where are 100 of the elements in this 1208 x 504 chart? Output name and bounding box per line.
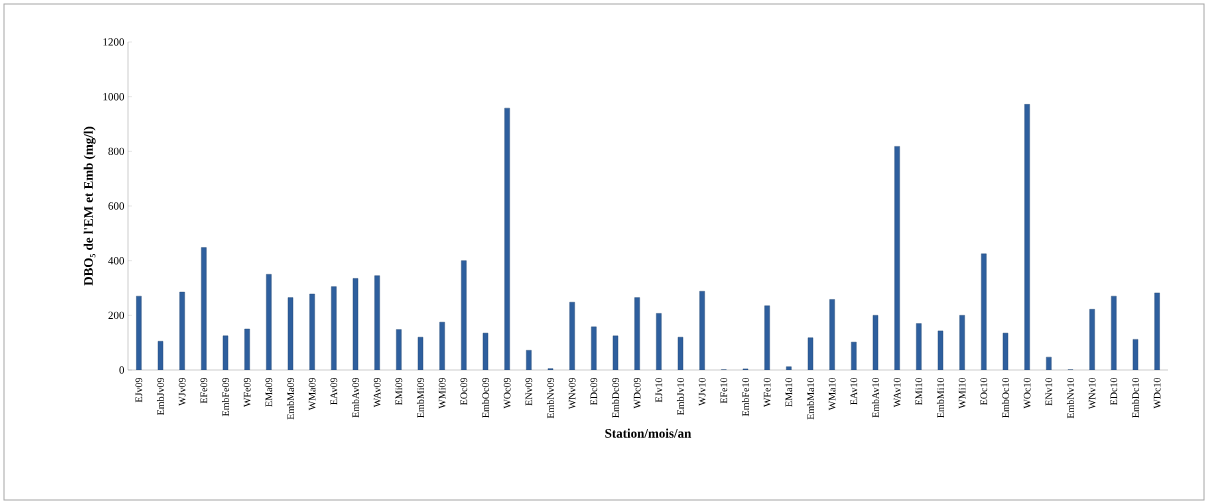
x-tick-label: WDc09 [633,377,641,409]
x-tick-label: EmbDc09 [611,377,619,418]
x-tick-label: WMi09 [438,377,446,409]
bar [374,275,380,370]
x-tick-label: EFe09 [200,377,208,404]
y-tick-label: 1000 [103,92,125,101]
bar [851,341,857,370]
y-tick-label: 600 [108,202,125,210]
bar [201,247,207,370]
x-tick-label: EmbMi10 [936,377,944,418]
x-tick-label: EMi09 [395,377,403,406]
bar [764,305,770,370]
bar [916,323,922,370]
bar [569,302,575,370]
bar [1089,309,1095,370]
bar [1132,339,1139,370]
x-tick-label: EmbMa10 [806,377,814,420]
x-axis-title: Station/mois/an [605,428,692,438]
x-tick-label: WFe09 [243,377,251,407]
x-tick-label: EMa09 [265,377,273,407]
bar [937,330,944,370]
x-tick-label: WMi10 [958,377,966,409]
x-tick-label: EmbOc10 [1001,377,1009,418]
x-tick-label: WJv09 [178,377,186,406]
bar [136,296,142,370]
bar [482,332,489,370]
bar [634,297,640,370]
bar [677,337,684,370]
bar [1111,296,1117,370]
x-tick-label: EMa10 [785,377,793,407]
x-tick-label: EDc09 [590,377,598,406]
y-tick-label: 800 [108,147,125,156]
x-tick-label: EDc10 [1110,377,1118,406]
bar [894,146,900,370]
bar [1154,292,1160,370]
bar [157,341,164,370]
x-tick-label: WAv09 [373,377,381,408]
bar [352,278,359,370]
x-tick-label: EmbOc09 [481,377,490,418]
bar [612,335,619,370]
bar [417,337,424,370]
x-tick-label: EOc10 [980,377,988,406]
y-tick-label: 0 [119,366,125,374]
bar [1046,356,1052,370]
x-tick-label: EAv09 [330,377,338,405]
bar [829,299,835,370]
bar [396,329,402,370]
x-tick-label: EmbJv10 [676,377,684,416]
x-tick-label: WNv09 [568,377,576,410]
x-tick-label: WNv10 [1088,377,1096,410]
x-tick-label: WDc10 [1153,377,1161,409]
bar [331,286,337,370]
x-tick-label: EmbJv09 [156,377,165,416]
bar [1002,332,1009,370]
y-tick-label: 400 [108,256,125,265]
x-tick-label: EmbFe09 [221,377,230,417]
x-tick-label: EmbAv10 [871,377,879,418]
bar [266,274,272,370]
x-tick-label: EJv09 [135,377,143,403]
bar [591,326,597,370]
bar [504,107,510,370]
x-tick-label: WAv10 [893,377,901,408]
bar [309,293,315,370]
bar [656,313,662,370]
x-tick-label: WFe10 [763,377,771,407]
x-tick-label: WOc09 [503,377,511,409]
y-tick-label: 1200 [103,38,125,46]
bar [807,337,814,370]
x-tick-label: EmbMa09 [286,377,295,420]
y-tick-label: 200 [108,311,125,320]
bar [461,260,467,370]
x-tick-label: WMa09 [308,377,316,411]
x-tick-label: EMi10 [915,377,923,406]
y-axis-title: DBO₅ de l'EM et Emb (mg/l) [83,126,96,286]
bar [439,321,445,370]
x-tick-label: EmbNv09 [546,377,555,419]
bar [222,335,229,370]
x-tick-label: ENv10 [1045,377,1053,406]
x-tick-label: EFe10 [720,377,728,404]
bar [244,328,250,370]
bar [1024,104,1030,370]
x-tick-label: EmbFe10 [741,377,749,417]
x-tick-label: EOc09 [460,377,468,406]
bar [526,350,532,370]
x-tick-label: EmbDc10 [1131,377,1139,418]
x-tick-label: EAv10 [850,377,858,405]
bar [699,291,705,370]
x-tick-label: ENv09 [525,377,533,406]
bar [179,291,185,370]
x-tick-label: EmbNv10 [1066,377,1074,419]
bar [959,315,965,370]
bar [981,253,987,370]
bar [287,297,294,370]
x-tick-label: WJv10 [698,377,706,406]
bar [872,315,879,370]
x-tick-label: WOc10 [1023,377,1031,409]
x-tick-label: EJv10 [655,377,663,403]
bar [786,366,792,370]
x-tick-label: WMa10 [828,377,836,411]
x-tick-label: EmbAv09 [351,377,360,418]
